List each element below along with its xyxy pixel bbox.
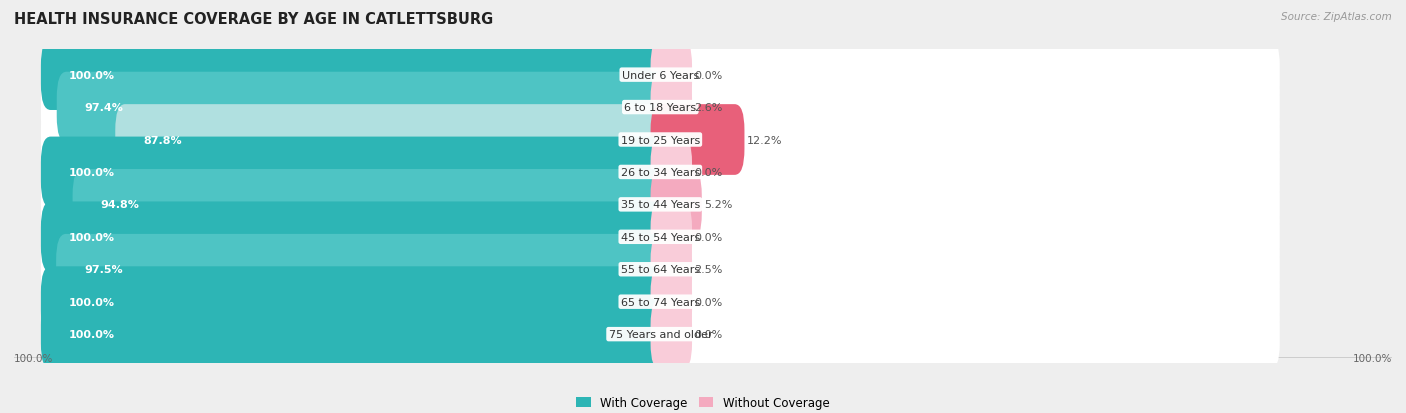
FancyBboxPatch shape [651, 170, 702, 240]
Text: 5.2%: 5.2% [704, 200, 733, 210]
FancyBboxPatch shape [41, 299, 1279, 370]
Text: 65 to 74 Years: 65 to 74 Years [620, 297, 700, 307]
FancyBboxPatch shape [41, 40, 1279, 111]
FancyBboxPatch shape [41, 137, 1279, 208]
Text: 100.0%: 100.0% [69, 329, 115, 339]
FancyBboxPatch shape [41, 202, 671, 273]
FancyBboxPatch shape [41, 267, 1279, 337]
FancyBboxPatch shape [651, 299, 692, 370]
FancyBboxPatch shape [73, 170, 671, 240]
FancyBboxPatch shape [41, 234, 1279, 305]
FancyBboxPatch shape [41, 267, 671, 337]
FancyBboxPatch shape [651, 202, 692, 273]
Text: 100.0%: 100.0% [1353, 353, 1392, 363]
Legend: With Coverage, Without Coverage: With Coverage, Without Coverage [572, 392, 834, 413]
FancyBboxPatch shape [56, 234, 671, 305]
Text: 12.2%: 12.2% [747, 135, 782, 145]
FancyBboxPatch shape [115, 105, 671, 176]
Text: 0.0%: 0.0% [695, 329, 723, 339]
FancyBboxPatch shape [651, 267, 692, 337]
Text: 26 to 34 Years: 26 to 34 Years [620, 168, 700, 178]
FancyBboxPatch shape [651, 137, 692, 208]
FancyBboxPatch shape [651, 234, 692, 305]
Text: 75 Years and older: 75 Years and older [609, 329, 711, 339]
Text: 100.0%: 100.0% [69, 297, 115, 307]
FancyBboxPatch shape [41, 137, 671, 208]
Text: 100.0%: 100.0% [14, 353, 53, 363]
FancyBboxPatch shape [41, 202, 1279, 273]
Text: 35 to 44 Years: 35 to 44 Years [620, 200, 700, 210]
FancyBboxPatch shape [41, 105, 1279, 176]
Text: 87.8%: 87.8% [143, 135, 181, 145]
FancyBboxPatch shape [651, 105, 744, 176]
FancyBboxPatch shape [651, 73, 692, 143]
Text: 0.0%: 0.0% [695, 168, 723, 178]
Text: 0.0%: 0.0% [695, 71, 723, 81]
Text: 94.8%: 94.8% [101, 200, 139, 210]
Text: Source: ZipAtlas.com: Source: ZipAtlas.com [1281, 12, 1392, 22]
Text: 2.5%: 2.5% [695, 265, 723, 275]
Text: 45 to 54 Years: 45 to 54 Years [620, 232, 700, 242]
Text: 19 to 25 Years: 19 to 25 Years [620, 135, 700, 145]
Text: 0.0%: 0.0% [695, 297, 723, 307]
FancyBboxPatch shape [41, 73, 1279, 143]
Text: 100.0%: 100.0% [69, 232, 115, 242]
Text: 100.0%: 100.0% [69, 71, 115, 81]
FancyBboxPatch shape [41, 299, 671, 370]
FancyBboxPatch shape [41, 170, 1279, 240]
Text: 6 to 18 Years: 6 to 18 Years [624, 103, 696, 113]
FancyBboxPatch shape [651, 40, 692, 111]
Text: 100.0%: 100.0% [69, 168, 115, 178]
Text: 0.0%: 0.0% [695, 232, 723, 242]
Text: 97.5%: 97.5% [84, 265, 122, 275]
FancyBboxPatch shape [56, 73, 671, 143]
Text: 97.4%: 97.4% [84, 103, 124, 113]
Text: HEALTH INSURANCE COVERAGE BY AGE IN CATLETTSBURG: HEALTH INSURANCE COVERAGE BY AGE IN CATL… [14, 12, 494, 27]
Text: 2.6%: 2.6% [695, 103, 723, 113]
Text: 55 to 64 Years: 55 to 64 Years [621, 265, 700, 275]
FancyBboxPatch shape [41, 40, 671, 111]
Text: Under 6 Years: Under 6 Years [621, 71, 699, 81]
